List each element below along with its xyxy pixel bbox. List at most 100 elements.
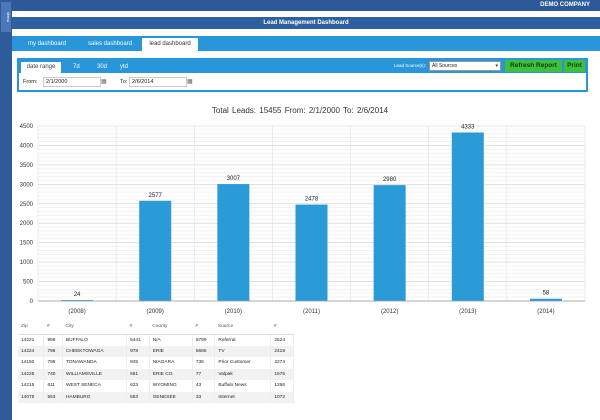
table-cell: 611 xyxy=(43,380,63,392)
refresh-report-button[interactable]: Refresh Report xyxy=(505,60,562,72)
table-cell: TONAWANDA xyxy=(62,357,128,369)
table-cell: Internet xyxy=(214,391,272,403)
x-tick-label: (2011) xyxy=(303,309,320,315)
tab-7d[interactable]: 7d xyxy=(73,64,80,70)
side-strip: Menu xyxy=(0,0,12,420)
tab-lead-dashboard[interactable]: lead dashboard xyxy=(142,38,198,51)
table-cell: 14215 xyxy=(18,380,45,392)
y-tick-label: 2500 xyxy=(20,202,34,208)
lead-source-label: Lead Source(s): xyxy=(394,63,427,68)
main-tabs: my dashboard sales dashboard lead dashbo… xyxy=(12,36,600,51)
table-row: 14215 611 WEST SENECA 623 WYOMING 43 Buffalo N… xyxy=(18,380,294,392)
table-cell: ERIE xyxy=(149,345,193,357)
table-cell: 1266 xyxy=(270,380,294,392)
top-bar: DEMO COMPANY xyxy=(12,0,600,11)
company-name: DEMO COMPANY xyxy=(540,2,590,8)
table-cell: 623 xyxy=(126,380,150,392)
bar xyxy=(61,300,94,301)
y-tick-label: 1500 xyxy=(20,241,34,247)
lead-breakdown-table: Zip # City # County # Source # 14221 958 BUFFALO 5… xyxy=(18,320,294,403)
table-cell: 736 xyxy=(192,357,216,369)
calendar-icon[interactable]: ▦ xyxy=(101,79,107,85)
table-cell: 661 xyxy=(126,368,150,380)
table-cell: 43 xyxy=(192,380,216,392)
table-header-row: Zip # City # County # Source # xyxy=(18,320,294,335)
table-cell: 978 xyxy=(126,345,150,357)
table-cell: WILLIAMSVILLE xyxy=(62,368,128,380)
lead-source-select[interactable]: All Sources ▾ xyxy=(429,61,501,71)
y-tick-label: 500 xyxy=(23,280,34,286)
table-body: 14221 958 BUFFALO 5441 N/A 8799 Referral 2524 14… xyxy=(18,334,294,403)
x-tick-label: (2013) xyxy=(459,309,476,315)
chart-title: Total Leads: 15455 From: 2/1/2000 To: 2/… xyxy=(211,106,389,115)
table-cell: 796 xyxy=(43,345,63,357)
y-tick-label: 1000 xyxy=(20,260,34,266)
table-cell: 8799 xyxy=(192,334,216,346)
table-cell: 14225 xyxy=(18,368,45,380)
bar xyxy=(295,204,328,301)
table-cell: 795 xyxy=(43,357,63,369)
table-cell: Buffalo News xyxy=(214,380,272,392)
data-label: 24 xyxy=(74,292,81,298)
table-cell: 14075 xyxy=(18,391,45,403)
table-cell: 33 xyxy=(192,391,216,403)
tab-30d[interactable]: 30d xyxy=(97,64,108,70)
x-tick-label: (2010) xyxy=(225,309,242,315)
y-tick-label: 3500 xyxy=(20,163,34,169)
table-cell: NIAGARA xyxy=(149,357,193,369)
table-cell: 958 xyxy=(43,334,63,346)
table-cell: Referral xyxy=(214,334,272,346)
table-cell: 1072 xyxy=(270,391,294,403)
data-label: 4333 xyxy=(461,124,475,130)
table-cell: 740 xyxy=(43,368,63,380)
table-cell: 14221 xyxy=(18,334,45,346)
tab-sales-dashboard[interactable]: sales dashboard xyxy=(87,41,133,47)
x-tick-label: (2008) xyxy=(68,309,85,315)
table-row: 14075 553 HAMBURG 553 GENESEE 33 Internet 1072 xyxy=(18,391,294,403)
column-header[interactable]: # xyxy=(43,320,63,335)
tab-my-dashboard[interactable]: my dashboard xyxy=(27,41,67,47)
side-menu-tab[interactable]: Menu xyxy=(1,2,11,32)
column-header[interactable]: # xyxy=(270,320,294,335)
column-header[interactable]: Source xyxy=(214,320,271,335)
table-cell: 5686 xyxy=(192,345,216,357)
table-cell: 14224 xyxy=(18,345,45,357)
y-tick-label: 0 xyxy=(30,299,34,305)
tab-ytd[interactable]: ytd xyxy=(120,64,129,70)
x-tick-label: (2014) xyxy=(537,309,554,315)
data-label: 58 xyxy=(543,291,550,297)
y-tick-label: 3000 xyxy=(20,182,34,188)
table-cell: GENESEE xyxy=(149,391,193,403)
tab-date-range[interactable]: date range xyxy=(21,62,61,73)
to-label: To: xyxy=(120,79,128,85)
column-header[interactable]: Zip xyxy=(18,320,44,335)
bar xyxy=(139,200,172,301)
table-cell: N/A xyxy=(149,334,193,346)
table-cell: WYOMING xyxy=(149,380,193,392)
data-label: 2980 xyxy=(383,177,397,183)
filter-panel: date range 7d 30d ytd Lead Source(s): Al… xyxy=(17,58,588,92)
print-button[interactable]: Print xyxy=(564,60,585,72)
bar xyxy=(451,132,484,301)
y-tick-label: 4000 xyxy=(20,143,34,149)
bar xyxy=(529,298,562,301)
table-cell: 2419 xyxy=(270,345,294,357)
data-label: 3007 xyxy=(227,176,241,182)
from-label: From: xyxy=(23,79,38,85)
calendar-icon[interactable]: ▦ xyxy=(187,79,193,85)
table-cell: CHEEKTOWAGA xyxy=(62,345,128,357)
table-cell: HAMBURG xyxy=(62,391,128,403)
table-row: 14150 795 TONAWANDA 845 NIAGARA 736 Prior Cust… xyxy=(18,357,294,369)
table-cell: 553 xyxy=(126,391,150,403)
column-header[interactable]: # xyxy=(126,320,150,335)
table-row: 14224 796 CHEEKTOWAGA 978 ERIE 5686 TV 2419 xyxy=(18,345,294,357)
table-cell: 553 xyxy=(43,391,63,403)
column-header[interactable]: # xyxy=(192,320,215,335)
from-date-input[interactable]: 2/1/2000 xyxy=(43,77,101,87)
table-cell: TV xyxy=(214,345,272,357)
column-header[interactable]: County xyxy=(149,320,193,335)
bar xyxy=(217,184,250,301)
column-header[interactable]: City xyxy=(62,320,127,335)
to-date-input[interactable]: 2/6/2014 xyxy=(129,77,187,87)
y-tick-label: 2000 xyxy=(20,221,34,227)
